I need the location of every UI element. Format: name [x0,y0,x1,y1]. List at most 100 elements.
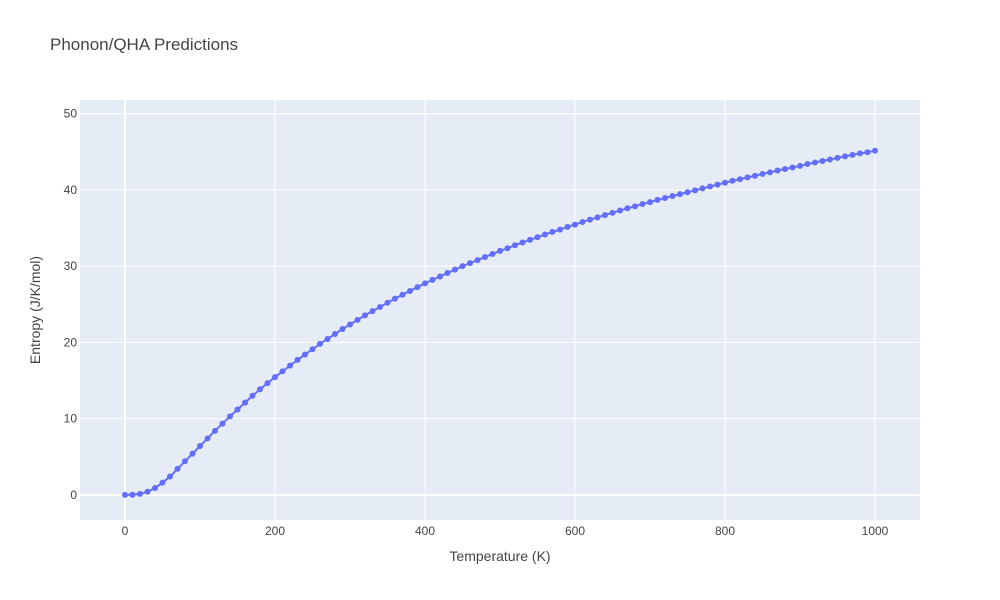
data-point[interactable] [639,201,646,208]
data-point[interactable] [459,263,466,270]
data-point[interactable] [534,234,541,241]
data-point[interactable] [362,312,368,319]
data-point[interactable] [759,170,766,177]
data-point[interactable] [594,214,601,221]
data-point[interactable] [159,479,166,486]
data-point[interactable] [219,420,226,427]
data-point[interactable] [174,465,181,472]
data-point[interactable] [197,443,203,450]
data-point[interactable] [204,435,211,442]
data-point[interactable] [819,157,826,164]
data-point[interactable] [564,223,571,230]
data-point[interactable] [797,162,803,169]
data-point[interactable] [129,491,136,498]
data-point[interactable] [279,368,286,375]
data-point[interactable] [422,280,428,287]
data-point[interactable] [827,156,833,163]
data-point[interactable] [684,189,691,196]
data-point[interactable] [812,159,818,166]
data-point[interactable] [167,473,173,480]
data-point[interactable] [744,174,751,181]
data-point[interactable] [122,491,128,498]
data-point[interactable] [249,392,256,399]
data-point[interactable] [339,326,346,333]
data-point[interactable] [332,331,338,338]
data-point[interactable] [377,303,383,310]
data-point[interactable] [437,273,443,280]
data-point[interactable] [549,228,556,235]
data-point[interactable] [864,149,871,156]
data-point[interactable] [842,153,848,160]
data-point[interactable] [804,161,811,168]
data-point[interactable] [677,191,683,198]
data-point[interactable] [294,356,301,363]
data-point[interactable] [587,216,593,223]
data-point[interactable] [872,147,878,154]
data-point[interactable] [692,187,698,194]
data-point[interactable] [557,226,563,233]
data-point[interactable] [857,150,863,157]
data-point[interactable] [144,488,151,495]
data-point[interactable] [467,260,473,267]
data-point[interactable] [512,242,518,249]
data-point[interactable] [519,239,526,246]
data-point[interactable] [729,177,736,184]
data-point[interactable] [632,203,638,210]
data-point[interactable] [617,207,623,214]
data-point[interactable] [137,490,143,497]
data-point[interactable] [212,427,218,434]
data-point[interactable] [354,316,361,323]
data-point[interactable] [474,257,481,264]
data-point[interactable] [189,450,196,457]
data-point[interactable] [789,164,796,171]
data-point[interactable] [752,172,758,179]
data-point[interactable] [152,484,158,491]
data-point[interactable] [317,340,323,347]
data-point[interactable] [257,386,263,393]
data-point[interactable] [737,176,743,183]
data-point[interactable] [272,374,278,381]
data-point[interactable] [714,181,721,188]
data-point[interactable] [347,321,353,328]
data-point[interactable] [647,199,653,206]
data-point[interactable] [527,236,533,243]
data-point[interactable] [572,221,578,228]
data-point[interactable] [774,167,781,174]
data-point[interactable] [669,193,676,200]
data-point[interactable] [392,295,398,302]
data-point[interactable] [234,406,241,413]
data-point[interactable] [542,231,548,238]
data-point[interactable] [489,250,496,257]
data-point[interactable] [429,276,436,283]
data-point[interactable] [384,299,391,306]
data-point[interactable] [309,346,316,353]
data-point[interactable] [707,183,713,190]
data-point[interactable] [834,154,841,161]
data-point[interactable] [504,245,511,252]
data-point[interactable] [407,287,413,294]
data-point[interactable] [264,380,271,387]
data-point[interactable] [414,284,421,291]
data-point[interactable] [227,413,233,420]
data-point[interactable] [662,194,668,201]
data-point[interactable] [602,212,608,219]
data-point[interactable] [579,218,586,225]
data-point[interactable] [302,351,308,358]
data-point[interactable] [624,205,631,212]
data-point[interactable] [287,362,293,369]
data-point[interactable] [444,270,451,277]
data-point[interactable] [654,196,661,203]
data-point[interactable] [782,165,788,172]
data-point[interactable] [767,169,773,176]
data-point[interactable] [452,266,458,273]
data-point[interactable] [849,151,856,158]
data-point[interactable] [324,335,331,342]
data-point[interactable] [497,247,503,254]
data-point[interactable] [722,179,728,186]
data-point[interactable] [242,399,248,406]
data-point[interactable] [699,185,706,192]
data-point[interactable] [399,291,406,298]
data-point[interactable] [182,458,188,465]
data-point[interactable] [369,308,376,315]
data-point[interactable] [482,254,488,261]
